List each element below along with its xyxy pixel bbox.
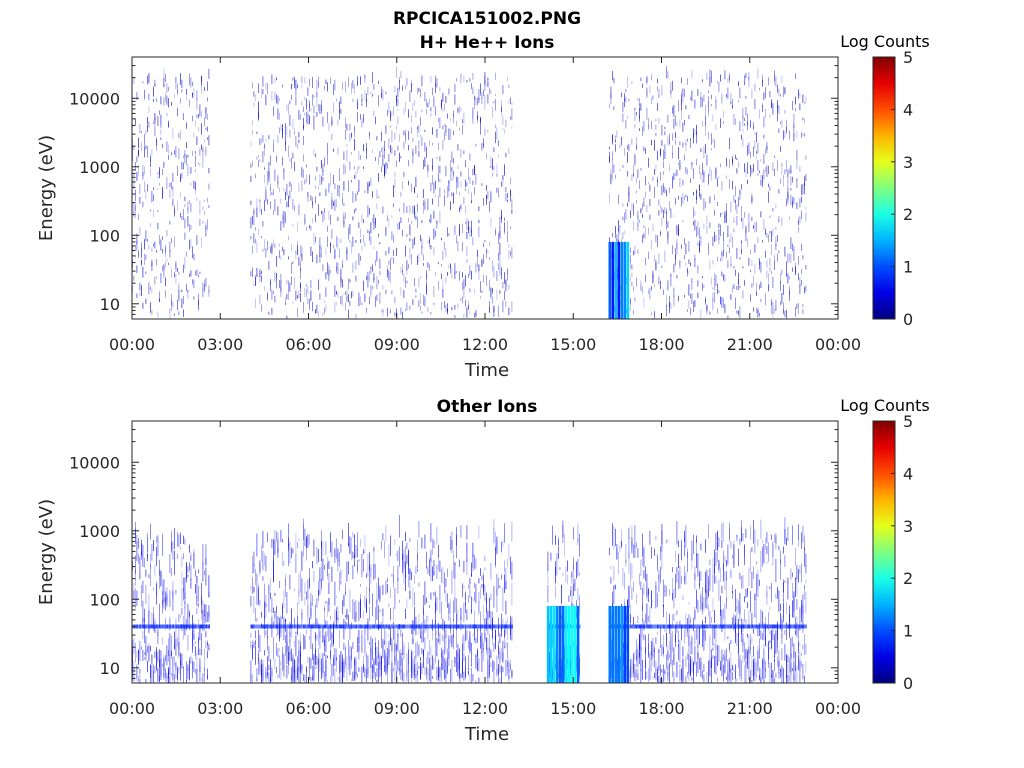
heatmap-plot-area [131,420,839,684]
colorbar-tick-label: 3 [903,153,913,172]
x-tick-label: 21:00 [727,335,773,354]
x-tick-label: 06:00 [285,699,331,718]
x-tick-label: 09:00 [374,335,420,354]
x-tick-label: 00:00 [109,699,155,718]
y-tick-label: 10000 [69,453,120,472]
panel-title: Other Ions [437,397,538,417]
x-axis: 00:00 03:00 06:00 09:00 12:00 15:00 18:00 21:00… [109,57,861,354]
y-tick-label: 100 [89,226,120,245]
x-tick-label: 00:00 [815,335,861,354]
x-tick-label: 15:00 [550,335,596,354]
x-tick-label: 00:00 [109,335,155,354]
x-axis-label: Time [464,724,509,745]
x-tick-label: 09:00 [374,699,420,718]
y-tick-label: 1000 [79,158,120,177]
colorbar-tick-label: 2 [903,205,913,224]
x-tick-label: 06:00 [285,335,331,354]
burst-region [608,241,630,319]
x-axis: 00:00 03:00 06:00 09:00 12:00 15:00 18:00 21:00… [109,421,861,718]
x-tick-label: 12:00 [462,699,508,718]
figure-title: RPCICA151002.PNG [393,9,581,29]
plot-background [132,57,838,319]
panel-h-he-ions: H+ He++ Ions 00:00 03:00 06:00 09:00 12:00 15… [36,32,930,381]
burst-region [546,605,580,683]
y-axis: 10 100 1000 10000 [69,56,838,320]
x-tick-label: 03:00 [197,699,243,718]
y-tick-label: 100 [89,590,120,609]
x-tick-label: 18:00 [638,699,684,718]
colorbar-tick-label: 5 [903,412,913,431]
colorbar-label: Log Counts [840,32,930,51]
x-axis-label: Time [464,360,509,381]
colorbar-tick-label: 0 [903,674,913,693]
colorbar: 0 1 2 3 4 5 [872,412,913,693]
colorbar-gradient [872,56,896,320]
x-tick-label: 12:00 [462,335,508,354]
panel-other-ions: Other Ions 00:00 03:00 06:00 09:00 12:00 15:0… [36,396,930,745]
colorbar-tick-label: 3 [903,517,913,536]
colorbar-tick-label: 4 [903,100,913,119]
x-tick-label: 15:00 [550,699,596,718]
plot-background [132,421,838,683]
burst-region [608,605,630,683]
y-axis-label: Energy (eV) [36,499,57,605]
colorbar-tick-label: 2 [903,569,913,588]
y-axis-label: Energy (eV) [36,135,57,241]
y-tick-label: 1000 [79,522,120,541]
x-tick-label: 18:00 [638,335,684,354]
colorbar-tick-label: 1 [903,258,913,277]
y-tick-label: 10 [100,659,120,678]
panel-title: H+ He++ Ions [420,33,555,53]
x-tick-label: 21:00 [727,699,773,718]
colorbar-label: Log Counts [840,396,930,415]
colorbar-tick-label: 4 [903,464,913,483]
x-tick-label: 03:00 [197,335,243,354]
colorbar-gradient [872,420,896,684]
x-tick-label: 00:00 [815,699,861,718]
colorbar-tick-label: 5 [903,48,913,67]
y-axis: 10 100 1000 10000 [69,420,838,684]
colorbar: 0 1 2 3 4 5 [872,48,913,329]
colorbar-tick-label: 0 [903,310,913,329]
colorbar-tick-label: 1 [903,622,913,641]
heatmap-plot-area [131,56,839,320]
y-tick-label: 10 [100,295,120,314]
y-tick-label: 10000 [69,89,120,108]
